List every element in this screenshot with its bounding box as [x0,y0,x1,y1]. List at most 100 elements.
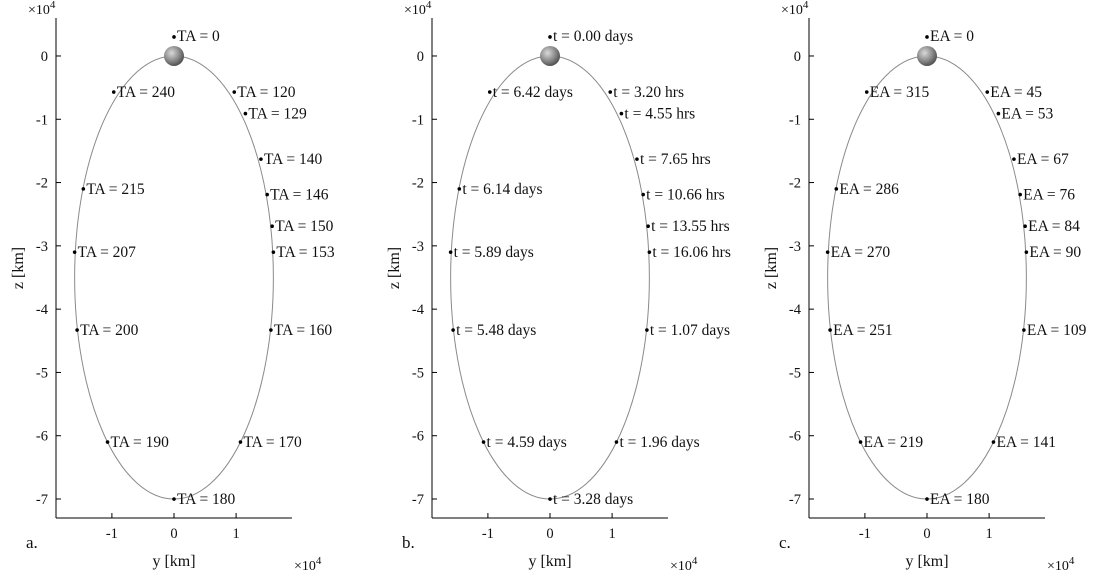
point-label: t = 5.48 days [456,322,536,339]
y-axis-label: z [km] [10,247,27,289]
point-label: TA = 190 [111,434,170,451]
y-tick-label: -5 [412,365,424,381]
point-label: t = 6.14 days [462,181,542,198]
point-label: EA = 315 [870,84,930,101]
orbit-point [825,250,830,254]
panel-letter: a. [26,533,38,552]
orbit-point [608,90,613,94]
orbit-point [864,90,869,94]
point-label: EA = 53 [1001,106,1053,123]
point-label: TA = 153 [276,244,335,261]
orbit-point [232,90,237,94]
orbit-point [1018,192,1022,197]
point-label: EA = 270 [831,244,891,261]
point-label: t = 1.07 days [650,322,730,339]
orbit-point [1023,224,1027,229]
point-label: TA = 0 [177,28,220,45]
point-label: EA = 109 [1027,322,1087,339]
point-label: t = 0.00 days [553,28,633,45]
point-label: TA = 140 [264,151,323,168]
y-axis-label: z [km] [763,247,780,289]
panel-letter: c. [779,533,791,552]
orbit-ellipse [450,55,650,500]
x-tick-label: 1 [608,526,615,542]
panel-c: -1 0 1 0 -1 -2 -3 -4 -5 -6 -7 y [km] z [km] ×104 ×104 c… [763,0,1087,574]
y-tick-label: -4 [412,302,425,318]
panel-a: -1 0 1 0 -1 -2 -3 -4 -5 -6 -7 y [km] z [km] ×104 ×104 a… [10,0,335,574]
orbit-point [647,250,652,254]
y-tick-label: -7 [412,492,424,508]
y-tick-label: 0 [794,49,801,65]
point-label: TA = 129 [248,106,307,123]
y-tick-label: -2 [789,176,801,192]
orbit-point [481,440,486,444]
x-tick-label: 0 [923,526,930,542]
orbit-point [828,328,832,332]
orbit-ellipse [827,55,1027,500]
orbit-point [614,440,619,444]
orbit-point [635,157,639,161]
point-label: EA = 141 [996,434,1056,451]
orbit-point [996,111,1001,116]
y-tick-label: -6 [36,429,48,445]
point-label: TA = 170 [243,434,302,451]
point-label: TA = 207 [78,244,137,261]
point-label: EA = 76 [1023,187,1075,204]
point-label: t = 1.96 days [619,434,699,451]
x-tick-label: -1 [482,526,494,542]
y-tick-label: -7 [36,492,48,508]
x-axis-label: y [km] [152,553,195,570]
y-tick-label: -1 [789,112,801,128]
orbit-point [270,224,274,229]
orbit-point [172,35,176,39]
moon-icon [540,45,560,66]
x-tick-label: 1 [985,526,992,542]
orbit-point [1022,328,1026,332]
point-label: EA = 251 [833,322,893,339]
orbit-ellipse [74,55,274,500]
orbit-point [81,187,86,191]
point-label: TA = 146 [270,187,329,204]
y-tick-label: -7 [789,492,801,508]
orbit-point [645,328,649,332]
x-tick-label: 0 [546,526,553,542]
point-label: t = 4.59 days [487,434,567,451]
orbit-point [172,497,176,501]
orbit-point [641,192,645,197]
orbit-point [259,157,263,161]
x-multiplier-label: ×104 [294,555,322,574]
orbit-point [265,192,269,197]
orbit-point [858,440,863,444]
y-multiplier-label: ×104 [404,0,432,18]
orbit-point [1024,250,1029,254]
point-label: TA = 160 [274,322,333,339]
x-tick-label: -1 [106,526,118,542]
y-tick-label: -3 [36,239,48,255]
y-tick-label: -4 [789,302,802,318]
orbit-point [487,90,492,94]
y-tick-label: -4 [36,302,49,318]
orbit-point [243,111,248,116]
orbit-point [985,90,990,94]
x-axis-label: y [km] [905,553,948,570]
point-label: EA = 0 [930,28,974,45]
point-label: TA = 120 [237,84,296,101]
y-tick-label: -6 [789,429,801,445]
point-label: t = 13.55 hrs [651,218,730,235]
point-label: TA = 150 [275,218,334,235]
point-label: t = 3.20 hrs [613,84,684,101]
orbit-point [548,35,552,39]
x-multiplier-label: ×104 [1047,555,1075,574]
x-tick-label: 1 [232,526,239,542]
point-label: TA = 200 [80,322,139,339]
point-label: t = 16.06 hrs [652,244,731,261]
point-label: EA = 90 [1029,244,1081,261]
x-tick-label: 0 [170,526,177,542]
orbit-point [451,328,455,332]
y-tick-label: 0 [41,49,48,65]
orbit-point [925,497,929,501]
orbit-point [269,328,273,332]
orbit-point [72,250,77,254]
y-tick-label: -3 [789,239,801,255]
x-tick-label: -1 [859,526,871,542]
